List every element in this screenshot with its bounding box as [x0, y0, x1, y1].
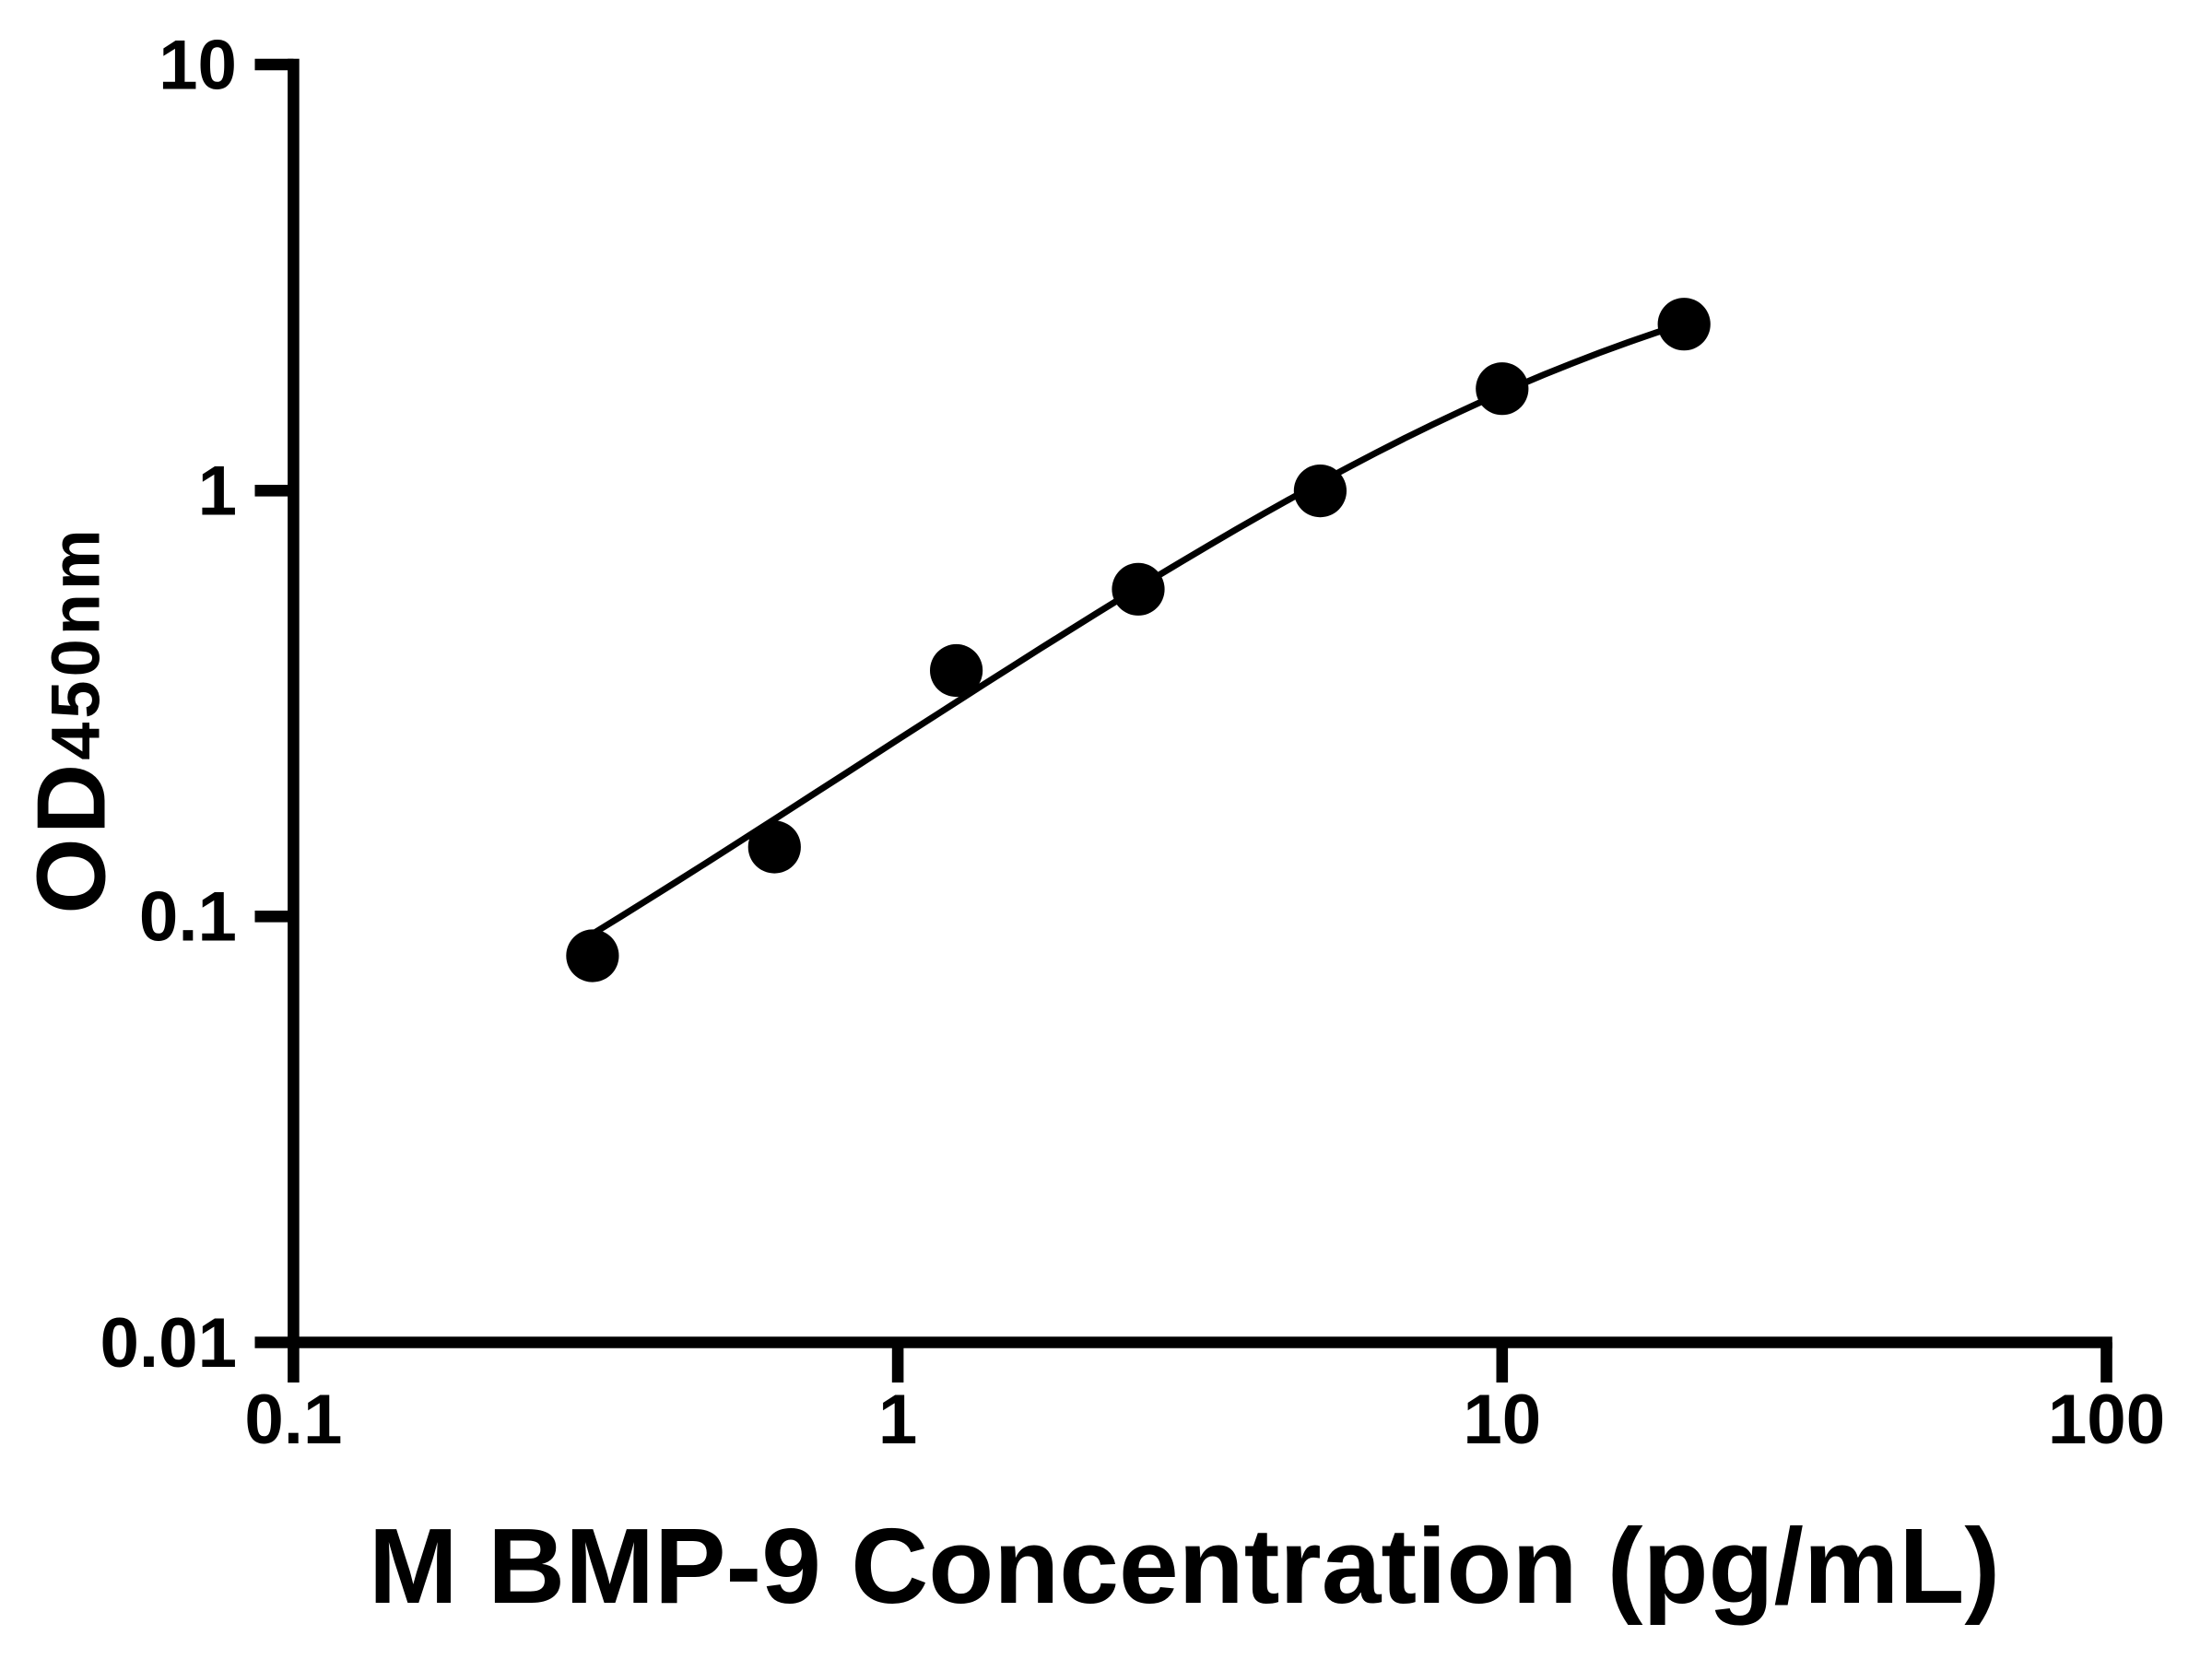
- svg-text:0.1: 0.1: [244, 1381, 342, 1459]
- svg-text:100: 100: [2048, 1381, 2165, 1459]
- svg-text:10: 10: [159, 26, 237, 104]
- svg-text:1: 1: [198, 453, 237, 531]
- svg-text:0.01: 0.01: [100, 1304, 238, 1382]
- svg-text:1: 1: [878, 1381, 917, 1459]
- svg-text:0.1: 0.1: [139, 878, 237, 957]
- svg-text:M BMP-9 Concentration (pg/mL): M BMP-9 Concentration (pg/mL): [369, 1506, 2000, 1626]
- svg-text:10: 10: [1463, 1381, 1541, 1459]
